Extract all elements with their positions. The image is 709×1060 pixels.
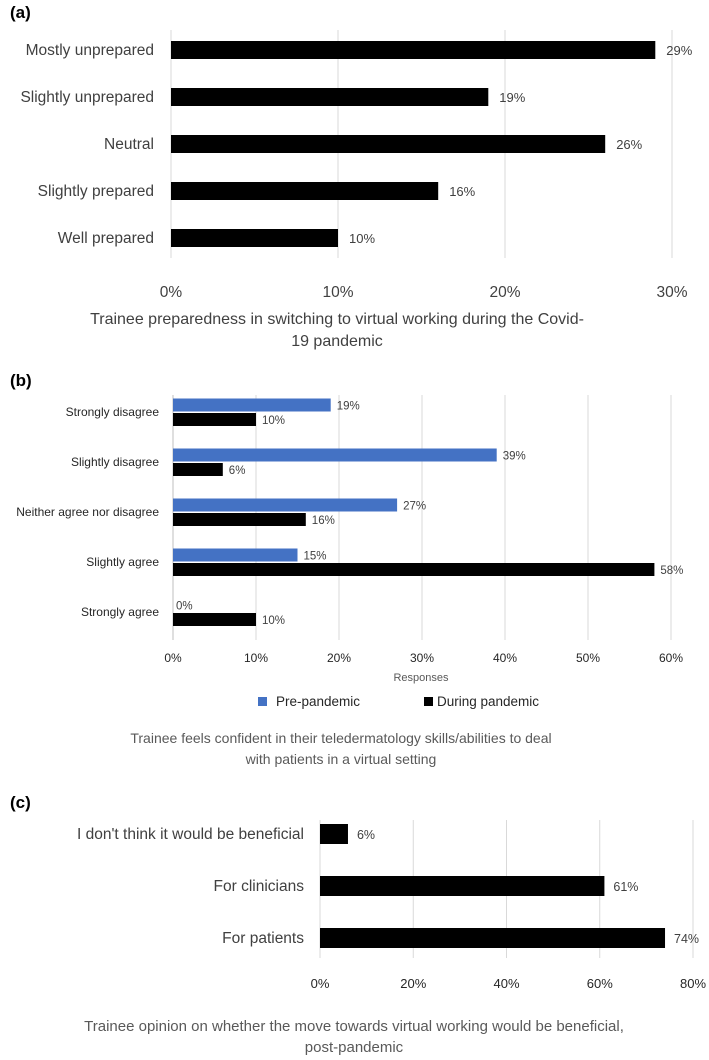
x-tick-label-a-3: 30%: [656, 284, 687, 301]
caption-a-line-2: 19 pandemic: [291, 333, 383, 350]
value-label-c-i-don-t-think-it-would-be-beneficial: 6%: [357, 828, 375, 842]
bar-a-slightly-unprepared: [171, 88, 489, 106]
category-label-b-slightly-agree: Slightly agree: [86, 555, 159, 569]
value-label-b-pre-pandemic-slightly-disagree: 39%: [503, 451, 526, 463]
bar-b-during-pandemic-slightly-disagree: [173, 463, 223, 476]
legend-label-pre-pandemic: Pre-pandemic: [276, 694, 360, 709]
value-label-b-pre-pandemic-strongly-agree: 0%: [176, 601, 193, 613]
panel-label-b: (b): [10, 371, 32, 390]
x-tick-label-c-0: 0%: [311, 976, 330, 991]
x-tick-label-a-1: 10%: [322, 284, 353, 301]
bar-c-i-don-t-think-it-would-be-beneficial: [320, 824, 348, 844]
panel-label-a: (a): [10, 3, 31, 22]
category-label-a-neutral: Neutral: [104, 136, 154, 153]
x-tick-label-b-4: 40%: [493, 651, 517, 665]
panel-label-c: (c): [10, 793, 31, 812]
bar-b-pre-pandemic-strongly-disagree: [173, 398, 331, 412]
legend-b: Pre-pandemic During pandemic: [258, 694, 539, 709]
value-label-c-for-clinicians: 61%: [613, 880, 638, 894]
category-label-c-i-don-t-think-it-would-be-beneficial: I don't think it would be beneficial: [77, 826, 304, 843]
value-label-b-during-pandemic-strongly-agree: 10%: [262, 615, 285, 627]
bar-b-during-pandemic-neither-agree-nor-disagree: [173, 513, 306, 526]
x-tick-label-a-2: 20%: [489, 284, 520, 301]
x-tick-label-a-0: 0%: [160, 284, 183, 301]
value-label-a-mostly-unprepared: 29%: [666, 43, 692, 58]
bar-b-during-pandemic-strongly-disagree: [173, 413, 256, 426]
bar-a-mostly-unprepared: [171, 41, 656, 59]
value-label-a-slightly-unprepared: 19%: [499, 90, 525, 105]
x-tick-label-b-1: 10%: [244, 651, 268, 665]
category-label-c-for-clinicians: For clinicians: [214, 878, 305, 895]
caption-b-line-1: Trainee feels confident in their teleder…: [130, 730, 551, 746]
x-tick-label-c-4: 80%: [680, 976, 706, 991]
bar-c-for-clinicians: [320, 876, 605, 896]
bar-a-slightly-prepared: [171, 182, 439, 200]
bar-b-pre-pandemic-slightly-agree: [173, 548, 298, 562]
value-label-b-during-pandemic-neither-agree-nor-disagree: 16%: [312, 515, 335, 527]
category-label-b-strongly-agree: Strongly agree: [81, 605, 159, 619]
value-label-b-during-pandemic-slightly-disagree: 6%: [229, 465, 246, 477]
bar-b-pre-pandemic-slightly-disagree: [173, 448, 497, 462]
value-label-b-during-pandemic-strongly-disagree: 10%: [262, 415, 285, 427]
category-label-b-slightly-disagree: Slightly disagree: [71, 455, 159, 469]
x-tick-label-b-6: 60%: [659, 651, 683, 665]
category-label-c-for-patients: For patients: [222, 930, 304, 947]
chart-c: (c) I don't think it would be beneficial…: [10, 793, 706, 1056]
category-label-a-slightly-prepared: Slightly prepared: [38, 183, 154, 200]
caption-a-line-1: Trainee preparedness in switching to vir…: [90, 311, 584, 328]
value-label-a-slightly-prepared: 16%: [449, 184, 475, 199]
category-label-a-well-prepared: Well prepared: [58, 230, 154, 247]
x-tick-label-c-2: 40%: [493, 976, 519, 991]
category-label-a-slightly-unprepared: Slightly unprepared: [20, 89, 154, 106]
bar-a-well-prepared: [171, 229, 338, 247]
x-tick-label-b-0: 0%: [164, 651, 182, 665]
value-label-b-pre-pandemic-neither-agree-nor-disagree: 27%: [403, 501, 426, 513]
caption-c-line-1: Trainee opinion on whether the move towa…: [84, 1018, 624, 1035]
x-tick-label-b-3: 30%: [410, 651, 434, 665]
chart-a: (a) Mostly unprepared Slightly unprepared…: [10, 3, 693, 350]
x-axis-title-b: Responses: [393, 672, 449, 684]
value-label-a-neutral: 26%: [616, 137, 642, 152]
category-label-b-strongly-disagree: Strongly disagree: [66, 405, 160, 419]
value-label-a-well-prepared: 10%: [349, 231, 375, 246]
x-tick-label-c-1: 20%: [400, 976, 426, 991]
bar-b-during-pandemic-slightly-agree: [173, 563, 655, 576]
bar-b-during-pandemic-strongly-agree: [173, 613, 256, 626]
value-label-b-pre-pandemic-slightly-agree: 15%: [304, 551, 327, 563]
caption-c-line-2: post-pandemic: [305, 1039, 404, 1056]
bar-a-neutral: [171, 135, 606, 153]
chart-b: (b) Strongly disagree Slightly disagree Ne…: [10, 371, 683, 767]
legend-swatch-pre-pandemic: [258, 697, 267, 706]
x-tick-label-b-2: 20%: [327, 651, 351, 665]
value-label-c-for-patients: 74%: [674, 932, 699, 946]
legend-swatch-during-pandemic: [424, 697, 433, 706]
value-label-b-pre-pandemic-strongly-disagree: 19%: [337, 401, 360, 413]
x-tick-label-b-5: 50%: [576, 651, 600, 665]
value-label-b-during-pandemic-slightly-agree: 58%: [660, 565, 683, 577]
category-label-b-neither-agree-nor-disagree: Neither agree nor disagree: [16, 505, 159, 519]
legend-label-during-pandemic: During pandemic: [437, 694, 539, 709]
caption-b-line-2: with patients in a virtual setting: [245, 751, 437, 767]
bar-c-for-patients: [320, 928, 666, 948]
category-label-a-mostly-unprepared: Mostly unprepared: [26, 42, 154, 59]
bar-b-pre-pandemic-neither-agree-nor-disagree: [173, 498, 398, 512]
x-tick-label-c-3: 60%: [587, 976, 613, 991]
